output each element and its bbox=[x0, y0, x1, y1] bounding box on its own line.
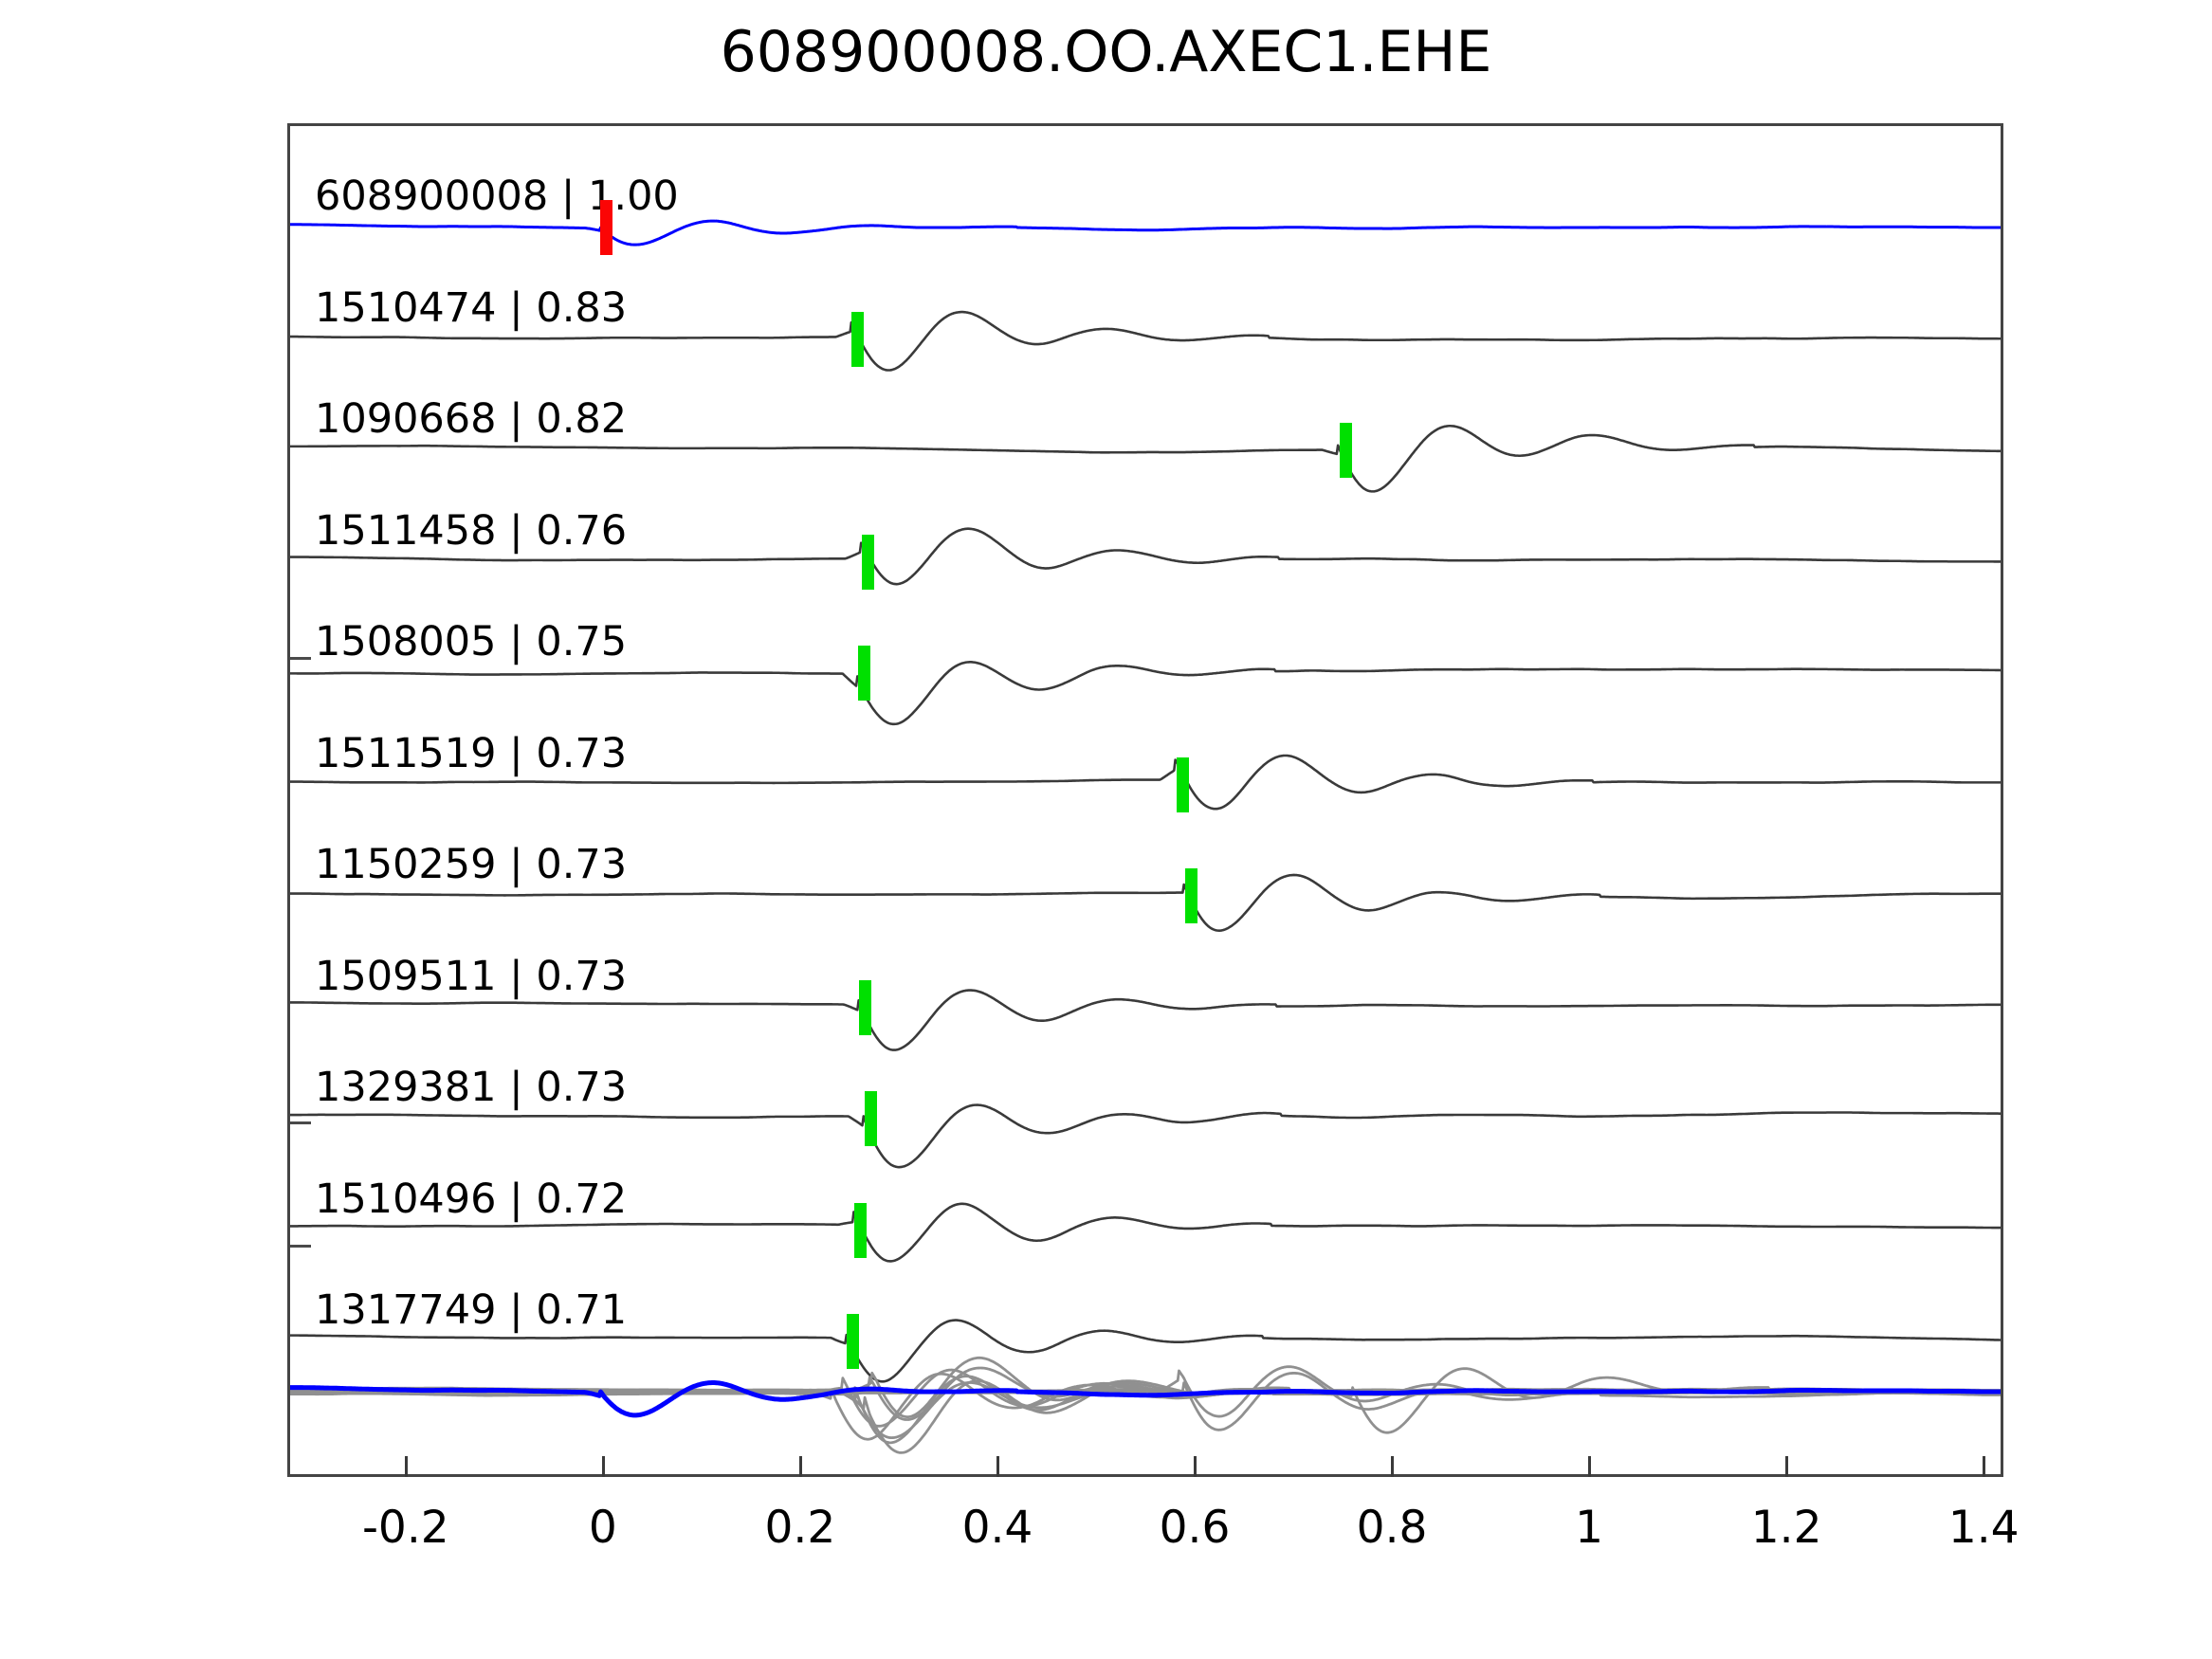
x-axis-tick bbox=[798, 1456, 802, 1477]
x-axis-tick-label: 1.4 bbox=[1947, 1502, 2020, 1554]
pick-marker-1511519 bbox=[1177, 757, 1190, 812]
x-axis-tick-label: 0.8 bbox=[1356, 1502, 1428, 1554]
waveform-trace bbox=[290, 1319, 2001, 1383]
x-axis-tick-label: 1.2 bbox=[1750, 1502, 1822, 1554]
x-axis-tick bbox=[1194, 1456, 1197, 1477]
y-axis-tick bbox=[290, 1245, 311, 1248]
chart-title: 608900008.OO.AXEC1.EHE bbox=[720, 19, 1492, 85]
x-axis-tick-label: 0 bbox=[588, 1502, 617, 1554]
pick-marker-1510496 bbox=[854, 1202, 868, 1258]
y-axis-tick bbox=[290, 657, 311, 660]
pick-marker-1317749 bbox=[846, 1314, 859, 1369]
pick-marker-1511458 bbox=[861, 534, 874, 590]
stacked-trace bbox=[290, 1367, 2001, 1434]
x-axis: -0.2 0 0.2 0.4 0.6 0.8 1 1.2 1.4 bbox=[287, 1456, 2020, 1610]
x-axis-tick-label: 0.4 bbox=[961, 1502, 1033, 1554]
x-axis-tick bbox=[404, 1456, 408, 1477]
stacked-template-trace bbox=[290, 1380, 2001, 1418]
x-axis-tick-label: 1 bbox=[1575, 1502, 1604, 1554]
stacked-trace bbox=[290, 1368, 2001, 1428]
pick-marker-608900008 bbox=[599, 200, 612, 255]
pick-marker-1090668 bbox=[1340, 423, 1353, 478]
x-axis-tick bbox=[1983, 1456, 1986, 1477]
x-axis-tick-label: -0.2 bbox=[361, 1502, 449, 1554]
waveform-trace bbox=[290, 661, 2001, 726]
waveform-trace bbox=[290, 989, 2001, 1051]
x-axis-tick bbox=[1391, 1456, 1395, 1477]
pick-marker-1329381 bbox=[864, 1091, 877, 1146]
waveform-svg bbox=[290, 219, 2001, 1454]
waveform-plot-area: 608900008 | 1.00 1510474 | 0.83 1090668 | … bbox=[287, 123, 2003, 1477]
x-axis-tick bbox=[996, 1456, 999, 1477]
waveform-trace bbox=[290, 219, 2001, 246]
waveform-trace bbox=[290, 1202, 2001, 1263]
x-axis-tick-label: 0.6 bbox=[1159, 1502, 1231, 1554]
waveform-trace bbox=[290, 1103, 2001, 1169]
x-axis-tick bbox=[1588, 1456, 1592, 1477]
x-axis-tick-label: 0.2 bbox=[764, 1502, 836, 1554]
x-axis-tick bbox=[601, 1456, 605, 1477]
waveform-trace bbox=[290, 754, 2001, 811]
pick-marker-1150259 bbox=[1184, 868, 1197, 923]
waveform-trace bbox=[290, 310, 2001, 372]
waveform-trace bbox=[290, 527, 2001, 586]
waveform-trace bbox=[290, 424, 2001, 493]
waveform-trace bbox=[290, 873, 2001, 933]
y-axis-tick bbox=[290, 1121, 311, 1124]
pick-marker-1509511 bbox=[859, 979, 872, 1035]
pick-marker-1508005 bbox=[858, 646, 871, 701]
pick-marker-1510474 bbox=[851, 311, 865, 367]
x-axis-tick bbox=[1785, 1456, 1789, 1477]
